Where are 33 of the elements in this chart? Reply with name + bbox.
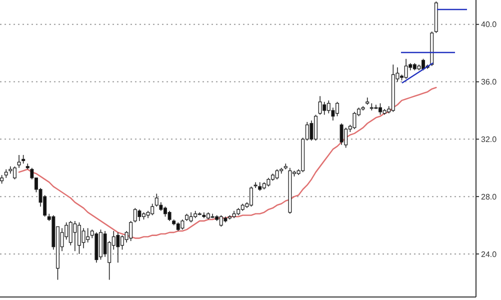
y-tick-label: 40.0 <box>481 20 498 30</box>
candlestick <box>344 127 348 148</box>
candlestick <box>12 166 16 180</box>
line-series <box>18 86 437 239</box>
candlestick <box>322 101 326 116</box>
candlestick <box>154 193 158 208</box>
candlestick <box>133 208 137 223</box>
candlestick <box>189 212 193 223</box>
candlestick <box>73 220 77 252</box>
candlestick <box>404 58 408 80</box>
candlestick <box>340 122 344 146</box>
candlestick <box>219 214 223 228</box>
y-tick-label: 36.0 <box>481 78 498 87</box>
candlestick <box>275 168 279 180</box>
candlestick <box>116 232 120 263</box>
y-tick-label: 32.0 <box>481 134 498 144</box>
candlestick <box>352 112 356 130</box>
candlestick <box>138 209 142 222</box>
candlestick <box>150 203 154 216</box>
candlestick <box>17 154 21 168</box>
candlestick <box>310 120 314 142</box>
candlestick <box>326 100 330 114</box>
candlestick <box>68 220 72 246</box>
candlestick <box>254 182 258 188</box>
candlestick <box>318 96 322 116</box>
candlestick <box>180 219 184 230</box>
candlestick <box>129 220 133 242</box>
y-tick-label: 28.0 <box>481 192 498 202</box>
candlestick <box>82 228 86 249</box>
candlestick <box>86 228 90 243</box>
candlestick <box>168 210 172 222</box>
candlestick <box>331 107 335 121</box>
y-tick-label: 24.0 <box>481 250 498 259</box>
